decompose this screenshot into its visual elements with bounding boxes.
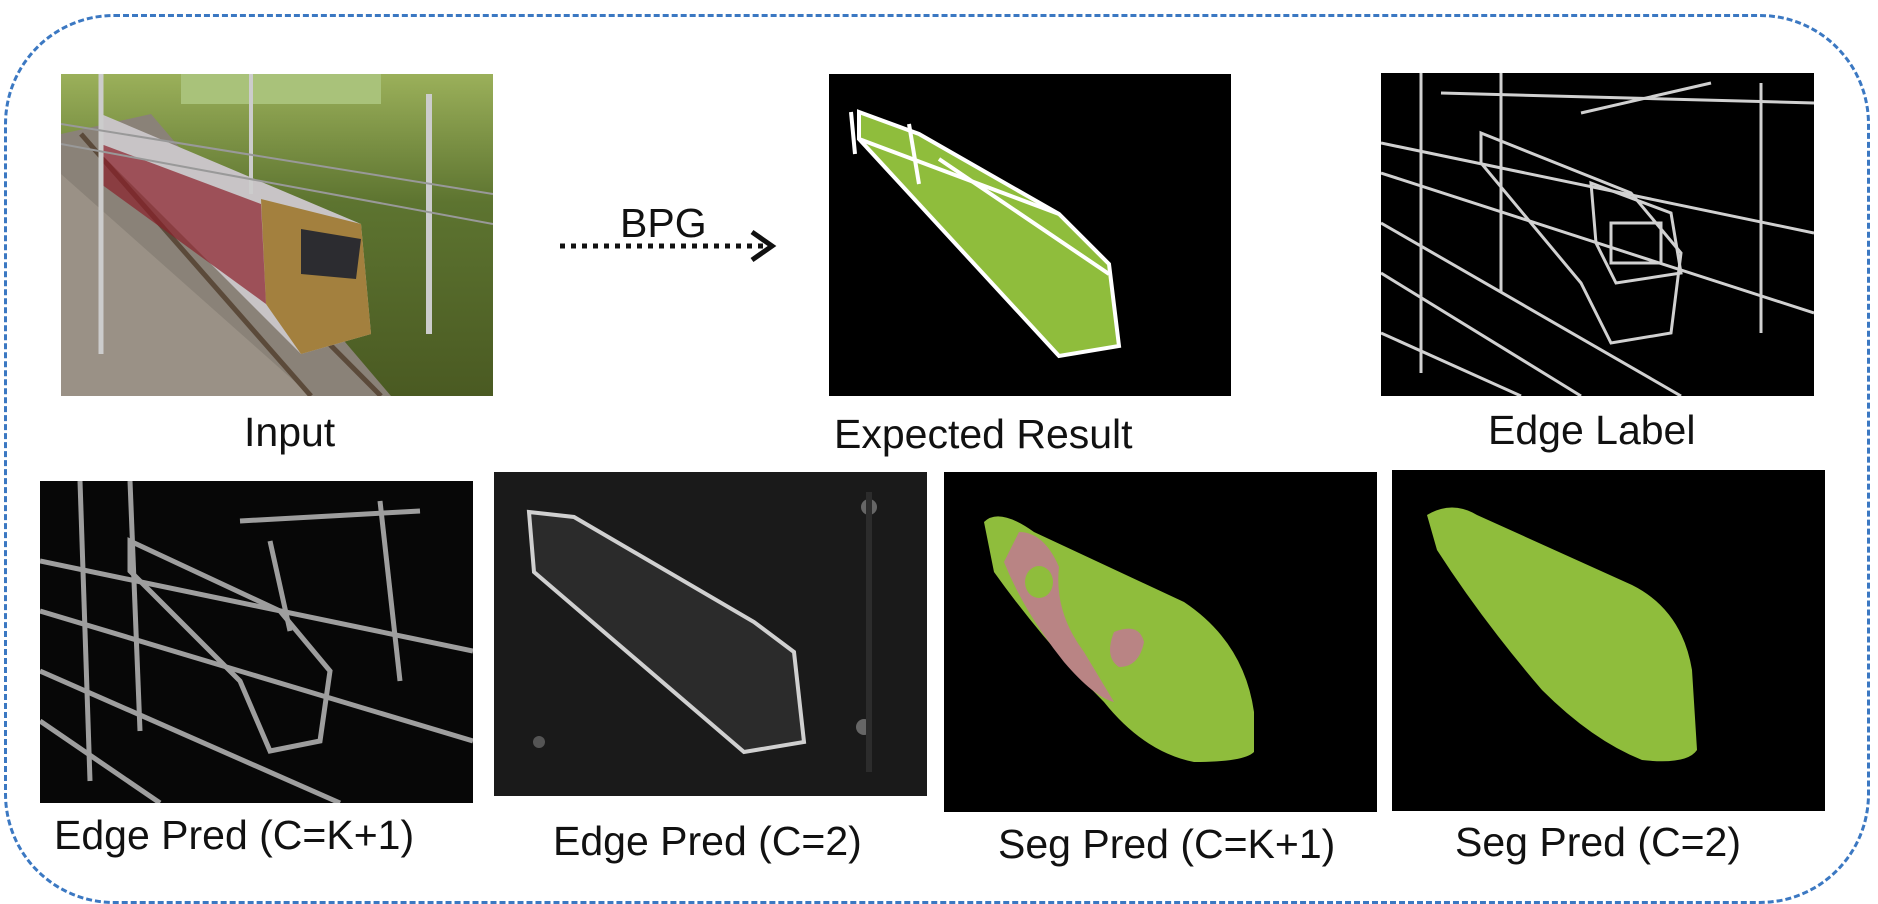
edge-label-caption: Edge Label <box>1488 407 1696 453</box>
expected-result-image <box>829 74 1231 396</box>
seg-pred-k1-image <box>944 472 1377 812</box>
seg-pred-k1-caption: Seg Pred (C=K+1) <box>998 821 1336 867</box>
expected-result-caption: Expected Result <box>834 411 1133 457</box>
seg-pred-2-caption: Seg Pred (C=2) <box>1455 819 1741 865</box>
edge-pred-2-caption: Edge Pred (C=2) <box>553 818 862 864</box>
input-image <box>61 74 493 396</box>
bpg-arrow: BPG <box>556 200 786 270</box>
input-caption: Input <box>244 409 336 455</box>
edge-pred-k1-caption: Edge Pred (C=K+1) <box>54 812 415 858</box>
bpg-label: BPG <box>620 200 707 246</box>
edge-pred-2-image <box>494 472 927 796</box>
edge-label-image <box>1381 73 1814 396</box>
edge-pred-k1-image <box>40 481 473 803</box>
seg-pred-2-image <box>1392 470 1825 811</box>
